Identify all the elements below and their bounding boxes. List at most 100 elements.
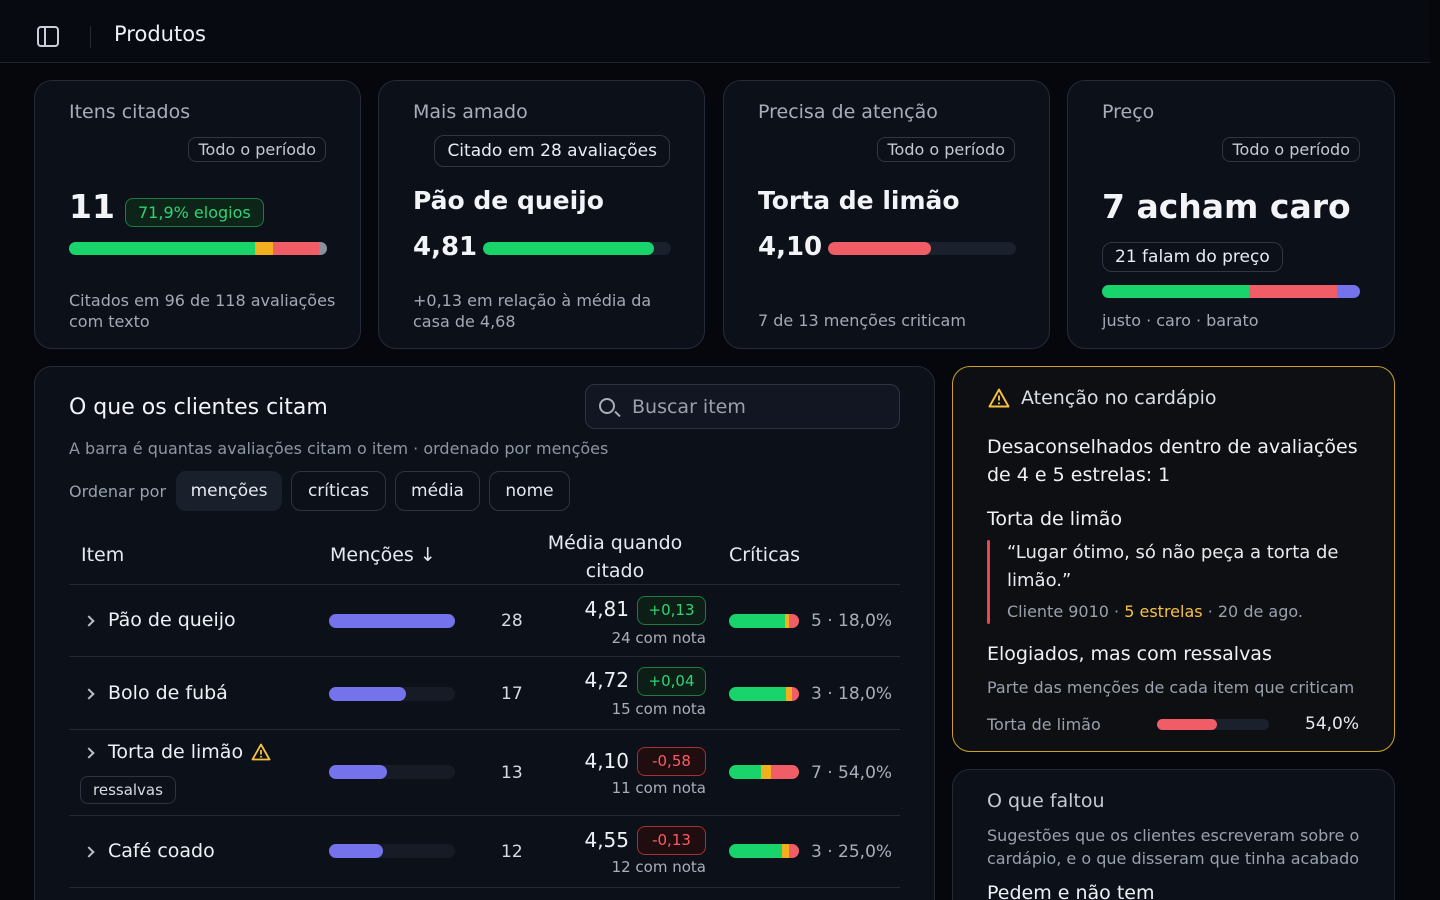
kpi-value: 4,10 [758,232,823,262]
average-value: 4,10 [584,749,629,773]
bar-segment-critic [770,765,799,779]
delta-badge: +0,13 [637,596,706,625]
kpi-value: 4,81 [413,232,478,262]
mention-bar-fill [329,614,455,628]
kpi-label: Itens citados [69,101,191,123]
warning-icon [988,388,1010,408]
period-pill[interactable]: Todo o período [1222,137,1360,162]
row-divider [69,887,900,888]
praise-badge: 71,9% elogios [125,198,264,227]
rating-bar [483,242,671,255]
rating-bar [828,242,1016,255]
kpi-footer: justo · caro · barato [1102,311,1259,330]
price-bar [1102,285,1360,298]
sort-name-button[interactable]: nome [489,471,570,511]
citation-pill: Citado em 28 avaliações [434,135,670,167]
row-divider [69,815,900,816]
search-icon [599,398,615,414]
quote-author: Cliente 9010 [1007,602,1109,621]
kpi-item-name: Pão de queijo [413,186,604,215]
ratings-count: 15 com nota [611,700,706,718]
average-value: 4,81 [584,597,629,621]
kpi-value: 7 acham caro [1102,187,1351,226]
sidebar-toggle-icon[interactable] [37,26,59,47]
delta-badge: -0,13 [637,826,706,855]
period-pill[interactable]: Todo o período [188,137,326,162]
column-header-mentions[interactable]: Menções ↓ [330,544,436,566]
bar-segment-praise [729,765,762,779]
column-header-critics: Críticas [729,544,801,566]
mentions-panel: O que os clientes citam Buscar item A ba… [34,366,935,900]
mention-bar [329,765,455,779]
kpi-value: 11 [69,187,115,226]
chevron-right-icon[interactable] [83,846,95,858]
mention-count: 28 [501,611,523,631]
chevron-right-icon[interactable] [83,688,95,700]
bar-segment-mixed [785,614,790,628]
column-header-average-line1: Média quando [547,532,683,554]
missing-subtitle: Sugestões que os clientes escreveram sob… [987,826,1360,868]
quote-meta: Cliente 9010 · 5 estrelas · 20 de ago. [1007,602,1303,621]
caveat-title: Elogiados, mas com ressalvas [987,643,1272,665]
critics-bar [729,687,799,701]
row-divider [69,656,900,657]
kpi-card-cited: Itens citados Todo o período 11 71,9% el… [34,80,361,349]
critics-bar [729,765,799,779]
quote-accent [987,540,990,624]
sort-average-button[interactable]: média [395,471,480,511]
bar-segment-mixed [781,844,789,858]
top-bar: Produtos [0,0,1430,63]
ratings-count: 12 com nota [611,858,706,876]
mention-bar-fill [329,687,406,701]
ratings-count: 24 com nota [611,629,706,647]
sort-mentions-button[interactable]: menções [176,471,282,511]
sort-critics-button[interactable]: críticas [291,471,386,511]
kpi-footer: +0,13 em relação à média da casa de 4,68 [413,291,652,331]
caveat-bar-fill [1157,719,1218,730]
menu-attention-panel: Atenção no cardápio Desaconselhados dent… [952,366,1395,752]
kpi-card-loved: Mais amado Citado em 28 avaliações Pão d… [378,80,705,349]
divider [90,26,91,48]
period-pill[interactable]: Todo o período [877,137,1015,162]
search-input[interactable]: Buscar item [585,384,900,429]
chevron-right-icon[interactable] [83,747,95,759]
mention-count: 13 [501,763,523,783]
mention-count: 12 [501,842,523,862]
bar-segment-critic [791,687,799,701]
caveat-subtitle: Parte das menções de cada item que criti… [987,678,1355,697]
column-header-average-line2: citado [585,560,645,582]
quote-date: 20 de ago. [1217,602,1303,621]
sort-label: Ordenar por [69,482,167,501]
average-value: 4,55 [584,828,629,852]
column-header-item: Item [81,544,125,566]
alert-heading: Desaconselhados dentro de avaliações de … [987,436,1358,486]
critics-value: 5 · 18,0% [811,611,893,631]
mention-count: 17 [501,684,523,704]
critics-value: 7 · 54,0% [811,763,893,783]
bar-segment-praise [729,687,787,701]
missing-heading: Pedem e não tem [987,882,1155,900]
bar-segment-neutral [319,242,327,255]
missing-items-panel: O que faltou Sugestões que os clientes e… [952,769,1395,900]
bar-segment-mixed [254,242,273,255]
column-header-average: Média quando citado [535,529,695,585]
bar-segment-praise [729,614,785,628]
item-name: Pão de queijo [108,609,236,631]
header-divider [69,584,900,585]
item-name: Torta de limão [108,741,244,763]
search-placeholder: Buscar item [632,396,746,418]
bar-segment-praise [729,844,782,858]
critics-bar [729,614,799,628]
delta-badge: -0,58 [637,747,706,776]
mention-bar [329,614,455,628]
alert-title: Atenção no cardápio [1021,387,1217,409]
kpi-card-price: Preço Todo o período 7 acham caro 21 fal… [1067,80,1395,349]
bar-segment-critic [789,614,799,628]
chevron-right-icon[interactable] [83,615,95,627]
average-value: 4,72 [584,668,629,692]
kpi-label: Precisa de atenção [758,101,938,123]
rating-bar-fill [828,242,932,255]
bar-segment-cheap [1336,285,1360,298]
critics-value: 3 · 18,0% [811,684,893,704]
mention-bar [329,844,455,858]
